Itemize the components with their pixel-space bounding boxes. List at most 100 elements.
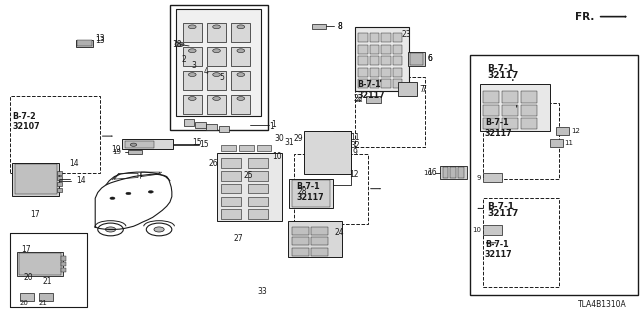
Text: 7: 7	[421, 85, 426, 94]
Text: 32: 32	[351, 141, 360, 150]
Bar	[358, 56, 368, 65]
Bar	[292, 227, 308, 235]
Text: 33: 33	[258, 287, 268, 296]
Text: 32117: 32117	[487, 71, 518, 80]
Bar	[451, 167, 456, 178]
Bar	[470, 55, 638, 295]
Text: 2: 2	[181, 55, 186, 64]
Text: 13: 13	[95, 36, 105, 45]
Text: 25: 25	[243, 172, 253, 180]
Text: 30: 30	[274, 134, 284, 143]
Bar	[408, 52, 426, 66]
Bar	[207, 71, 226, 90]
Text: B-7-2
32107: B-7-2 32107	[12, 112, 40, 132]
Bar	[207, 47, 226, 66]
Circle shape	[154, 227, 164, 232]
Bar	[358, 33, 368, 43]
Circle shape	[212, 25, 220, 29]
Circle shape	[188, 25, 196, 29]
Text: 1: 1	[271, 120, 276, 130]
Bar	[19, 253, 61, 275]
Text: 8: 8	[338, 22, 342, 31]
Bar	[521, 91, 537, 103]
Bar	[355, 27, 410, 91]
Circle shape	[131, 143, 137, 146]
Bar	[182, 47, 202, 66]
Bar	[221, 209, 241, 219]
Circle shape	[110, 197, 115, 199]
Bar	[61, 256, 67, 261]
Bar	[231, 47, 250, 66]
Text: 20: 20	[23, 273, 33, 282]
Bar	[358, 79, 368, 88]
Circle shape	[237, 25, 244, 29]
Bar	[393, 68, 403, 77]
Circle shape	[188, 49, 196, 52]
Bar	[216, 153, 282, 221]
Bar	[502, 118, 518, 129]
Bar	[221, 197, 241, 206]
Text: 9: 9	[476, 174, 481, 180]
Bar	[221, 145, 236, 151]
Text: 23: 23	[401, 30, 411, 39]
Bar	[77, 40, 92, 46]
Text: 10: 10	[472, 227, 481, 233]
Bar	[248, 171, 268, 181]
Circle shape	[148, 191, 154, 193]
Text: B-7-1
32117: B-7-1 32117	[357, 80, 385, 100]
Text: 31: 31	[285, 138, 294, 147]
Text: 7: 7	[419, 85, 424, 94]
Text: 17: 17	[21, 245, 31, 254]
Text: 14: 14	[70, 159, 79, 168]
Bar	[248, 158, 268, 168]
Text: 28: 28	[298, 188, 307, 196]
Bar	[370, 79, 380, 88]
Bar	[289, 179, 333, 208]
Bar	[248, 184, 268, 194]
Bar	[182, 23, 202, 42]
Bar	[458, 167, 464, 178]
Circle shape	[237, 73, 244, 76]
Bar	[292, 180, 330, 206]
Bar	[10, 96, 100, 173]
Bar	[355, 77, 426, 147]
Bar	[381, 45, 391, 54]
Bar	[17, 252, 63, 276]
Bar	[219, 126, 229, 132]
Text: 11: 11	[564, 140, 573, 147]
Text: 17: 17	[31, 210, 40, 219]
Bar	[521, 105, 537, 116]
Circle shape	[188, 97, 196, 100]
Bar	[207, 23, 226, 42]
Text: 19: 19	[111, 145, 121, 154]
Bar	[440, 166, 467, 179]
Text: FR.: FR.	[575, 12, 595, 22]
Bar	[206, 124, 216, 130]
Bar	[483, 225, 502, 235]
Text: 20: 20	[20, 300, 29, 306]
Bar	[129, 150, 143, 154]
Bar	[311, 248, 328, 256]
Text: 15: 15	[199, 140, 209, 149]
Circle shape	[212, 97, 220, 100]
Bar	[231, 71, 250, 90]
Text: 16: 16	[423, 170, 432, 176]
Text: 5: 5	[220, 73, 224, 82]
Bar	[170, 5, 268, 130]
Text: 10: 10	[272, 152, 282, 161]
Circle shape	[212, 73, 220, 76]
Bar	[366, 96, 381, 103]
Bar	[483, 198, 559, 287]
Bar	[479, 84, 550, 131]
Bar	[15, 164, 57, 195]
Bar	[502, 91, 518, 103]
Text: B-7-1
32117: B-7-1 32117	[484, 118, 513, 138]
Bar	[483, 173, 502, 182]
Bar	[358, 45, 368, 54]
Circle shape	[126, 192, 131, 195]
Text: B-7-1
32117: B-7-1 32117	[484, 239, 513, 259]
Bar	[381, 79, 391, 88]
Bar	[393, 56, 403, 65]
Bar	[61, 262, 67, 267]
Bar	[221, 158, 241, 168]
